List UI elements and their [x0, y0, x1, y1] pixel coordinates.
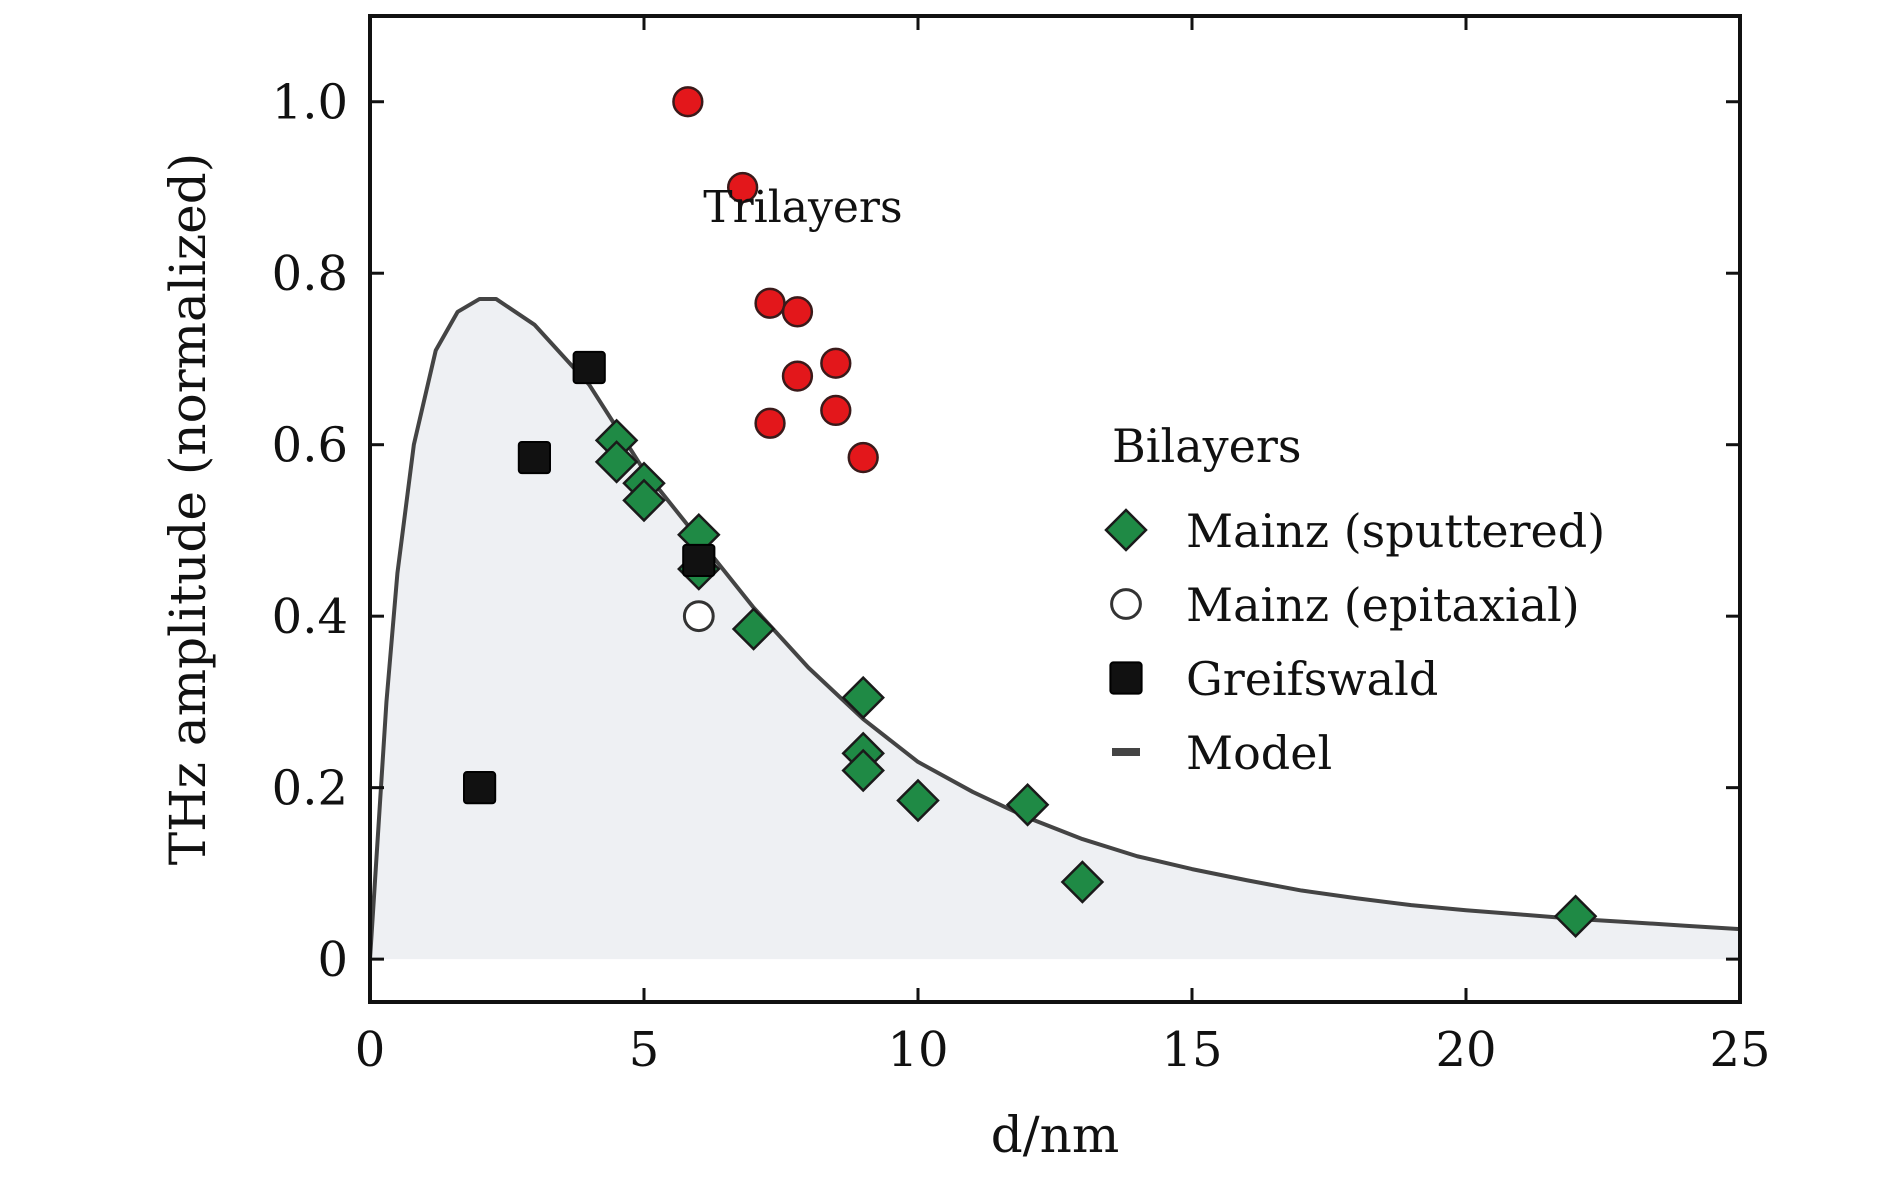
legend-label-mainz-epitaxial: Mainz (epitaxial) — [1186, 578, 1580, 632]
trilayers-point-6 — [820, 347, 852, 379]
legend-title: Bilayers — [1112, 419, 1301, 473]
legend-label-model: Model — [1186, 726, 1332, 780]
x-tick-label-0: 0 — [355, 1022, 386, 1078]
trilayers-point-5 — [781, 360, 814, 392]
legend-label-mainz-sputtered: Mainz (sputtered) — [1186, 504, 1605, 558]
x-tick-label-5: 5 — [629, 1022, 660, 1078]
x-axis-label: d/nm — [991, 1106, 1119, 1164]
greifswald-point-2 — [517, 440, 551, 475]
greifswald-point-1 — [463, 771, 497, 805]
trilayers-point-2 — [726, 171, 759, 204]
legend-marker-greifswald — [1109, 661, 1143, 695]
model-line-layer — [368, 296, 1741, 960]
legend-entry-model: Model — [1112, 726, 1332, 780]
legend-entry-greifswald: Greifswald — [1109, 652, 1438, 706]
mainz-sputtered-point-12 — [1005, 783, 1050, 827]
y-tick-label-0: 0 — [317, 932, 348, 988]
mainz-sputtered-point-2 — [594, 440, 639, 484]
model-area — [370, 298, 1740, 960]
y-tick-label-0-2: 0.2 — [272, 761, 348, 817]
legend-entries: Mainz (sputtered) Mainz (epitaxial) Greifs… — [1104, 504, 1605, 780]
legend-marker-model — [1112, 748, 1140, 756]
plot-frame — [368, 14, 1742, 1004]
mainz-epitaxial-point-1 — [682, 600, 715, 633]
x-tick-label-25: 25 — [1709, 1022, 1770, 1078]
legend-marker-mainz-epitaxial — [1110, 588, 1142, 620]
y-tick-label-1-0: 1.0 — [272, 75, 348, 131]
greifswald-point-3 — [572, 350, 606, 385]
legend-entry-mainz-epitaxial: Mainz (epitaxial) — [1110, 578, 1580, 632]
legend-marker-mainz-sputtered — [1104, 508, 1148, 552]
y-tick-label-0-6: 0.6 — [272, 418, 348, 474]
x-tick-label-20: 20 — [1435, 1022, 1496, 1078]
trilayers-point-1 — [672, 86, 704, 118]
trilayers-point-4 — [781, 296, 814, 328]
greifswald-point-4 — [682, 543, 716, 578]
trilayers-point-8 — [754, 407, 786, 439]
x-tick-label-15: 15 — [1161, 1022, 1222, 1078]
mainz-sputtered-point-10 — [841, 748, 885, 793]
data-markers — [463, 86, 1598, 939]
y-tick-label-0-4: 0.4 — [272, 589, 348, 645]
legend: Bilayers Mainz (sputtered) Mainz (epitaxi… — [1104, 419, 1605, 780]
axis-ticks — [368, 16, 1742, 1002]
trilayers-annotation: Trilayers — [703, 182, 902, 233]
x-tick-label-10: 10 — [887, 1022, 948, 1078]
y-axis-label: THz amplitude (normalized) — [159, 153, 217, 866]
mainz-sputtered-point-4 — [622, 478, 666, 523]
trilayers-point-7 — [820, 394, 852, 427]
mainz-sputtered-point-13 — [1060, 860, 1105, 904]
legend-label-greifswald: Greifswald — [1186, 652, 1438, 706]
tick-labels: 0 5 10 15 20 25 0 0.2 0.4 0.6 0.8 1.0 — [272, 75, 1771, 1078]
mainz-sputtered-point-11 — [896, 778, 940, 823]
mainz-sputtered-point-14 — [1553, 894, 1598, 939]
trilayers-point-3 — [754, 287, 786, 319]
model-curve — [368, 296, 1741, 960]
model-fill-layer — [370, 298, 1740, 960]
mainz-sputtered-point-7 — [731, 607, 776, 651]
mainz-sputtered-point-8 — [841, 675, 885, 720]
trilayers-point-9 — [847, 441, 879, 474]
legend-entry-mainz-sputtered: Mainz (sputtered) — [1104, 504, 1605, 558]
y-tick-label-0-8: 0.8 — [272, 246, 348, 302]
